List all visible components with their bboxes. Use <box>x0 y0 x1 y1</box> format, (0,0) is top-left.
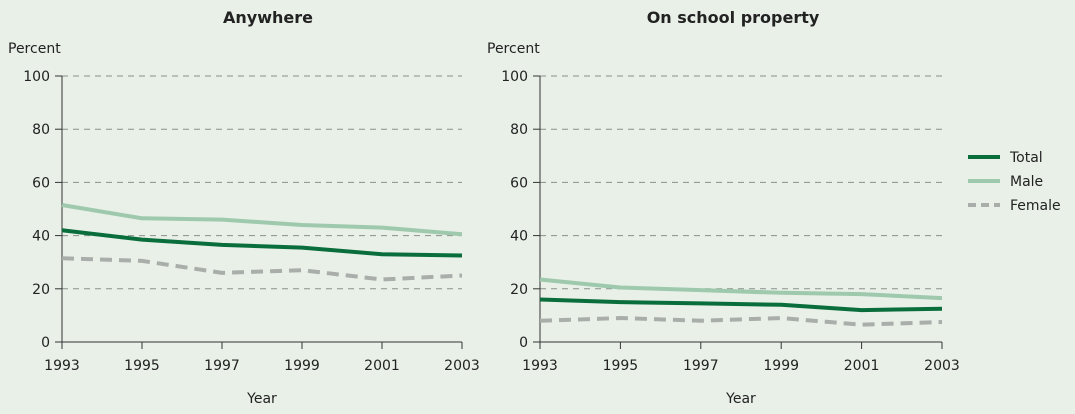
x-tick-label: 1995 <box>124 358 160 374</box>
y-tick-label: 100 <box>501 69 528 85</box>
x-tick-label: 2001 <box>844 358 880 374</box>
legend-label-total: Total <box>1009 150 1043 166</box>
y-tick-label: 80 <box>32 122 50 138</box>
x-tick-label: 2003 <box>924 358 960 374</box>
series-line-female <box>62 258 462 279</box>
y-axis-label: Percent <box>487 41 540 57</box>
legend-label-male: Male <box>1010 174 1043 190</box>
y-tick-label: 40 <box>32 229 50 245</box>
series-line-total <box>62 230 462 255</box>
y-tick-label: 80 <box>510 122 528 138</box>
y-tick-label: 0 <box>41 335 50 351</box>
x-axis-title: Year <box>725 391 756 407</box>
legend-label-female: Female <box>1010 198 1061 214</box>
x-tick-label: 2003 <box>444 358 480 374</box>
x-tick-label: 1993 <box>522 358 558 374</box>
y-tick-label: 40 <box>510 229 528 245</box>
series-line-total <box>540 299 942 310</box>
y-tick-label: 20 <box>32 282 50 298</box>
x-axis-title: Year <box>246 391 277 407</box>
y-tick-label: 60 <box>32 175 50 191</box>
y-tick-label: 60 <box>510 175 528 191</box>
x-tick-label: 1999 <box>763 358 799 374</box>
x-tick-label: 1999 <box>284 358 320 374</box>
x-tick-label: 1993 <box>44 358 80 374</box>
y-axis-label: Percent <box>8 41 61 57</box>
panel-title: On school property <box>647 8 820 27</box>
series-line-male <box>62 205 462 234</box>
x-tick-label: 1997 <box>683 358 719 374</box>
series-line-female <box>540 318 942 325</box>
x-tick-label: 1997 <box>204 358 240 374</box>
y-tick-label: 100 <box>23 69 50 85</box>
panel-title: Anywhere <box>223 8 313 27</box>
x-tick-label: 1995 <box>603 358 639 374</box>
y-tick-label: 0 <box>519 335 528 351</box>
y-tick-label: 20 <box>510 282 528 298</box>
x-tick-label: 2001 <box>364 358 400 374</box>
